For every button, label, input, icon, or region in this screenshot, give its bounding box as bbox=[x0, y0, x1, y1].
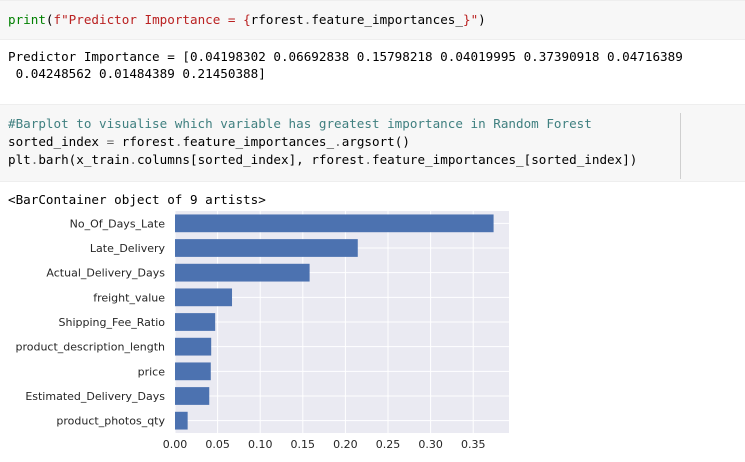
y-tick-label: Shipping_Fee_Ratio bbox=[59, 316, 166, 329]
code-token: . bbox=[303, 12, 312, 27]
code-token: columns[sorted_index], rforest bbox=[136, 152, 365, 167]
bar-product_description_length bbox=[175, 337, 212, 356]
x-tick-label: 0.10 bbox=[248, 438, 273, 451]
code-line: sorted_index = rforest.feature_importanc… bbox=[8, 133, 410, 151]
code-token: rforest bbox=[114, 134, 175, 149]
code-token: print bbox=[8, 12, 46, 27]
y-tick-label: Estimated_Delivery_Days bbox=[25, 390, 165, 403]
cell-1-output-line-1: Predictor Importance = [0.04198302 0.066… bbox=[8, 49, 683, 64]
code-token: . bbox=[129, 152, 137, 167]
x-tick-label: 0.05 bbox=[205, 438, 230, 451]
code-token: feature_importances_[sorted_index]) bbox=[372, 152, 638, 167]
bar-Late_Delivery bbox=[175, 239, 358, 257]
bar-Shipping_Fee_Ratio bbox=[175, 313, 216, 331]
y-tick-label: Late_Delivery bbox=[90, 242, 166, 255]
feature-importance-bar-chart: 0.00 0.05 0.10 0.15 0.20 0.25 0.30 0.35 product_… bbox=[15, 211, 509, 451]
bar-freight_value bbox=[175, 288, 233, 307]
y-tick-label: product_description_length bbox=[15, 341, 165, 354]
cell-1-output-line-2: 0.04248562 0.01484389 0.21450388] bbox=[8, 66, 266, 81]
bar-Actual_Delivery_Days bbox=[175, 263, 310, 282]
code-token: rforest bbox=[250, 12, 304, 27]
code-cell-2-input[interactable]: #Barplot to visualise which variable has… bbox=[0, 104, 745, 182]
code-token: argsort() bbox=[341, 134, 410, 149]
x-tick-label: 0.15 bbox=[291, 438, 316, 451]
y-tick-label: Actual_Delivery_Days bbox=[46, 267, 165, 280]
code-token: ) bbox=[478, 12, 486, 27]
code-token: barh(x_train bbox=[38, 152, 130, 167]
code-token: . bbox=[334, 134, 342, 149]
code-token: . bbox=[174, 134, 183, 149]
code-line: print(f"Predictor Importance = {rforest.… bbox=[8, 11, 486, 29]
cell-2-output-text: <BarContainer object of 9 artists> bbox=[8, 192, 266, 207]
x-tick-label: 0.20 bbox=[333, 438, 358, 451]
code-cell-1-input[interactable]: print(f"Predictor Importance = {rforest.… bbox=[0, 0, 745, 40]
x-tick-label: 0.30 bbox=[418, 438, 443, 451]
y-tick-label: product_photos_qty bbox=[56, 415, 165, 428]
code-line: plt.barh(x_train.columns[sorted_index], … bbox=[8, 151, 637, 169]
bar-Estimated_Delivery_Days bbox=[175, 387, 210, 405]
x-tick-label: 0.35 bbox=[461, 438, 486, 451]
code-token: sorted_index bbox=[8, 134, 107, 149]
code-token: plt bbox=[8, 152, 31, 167]
y-tick-label: freight_value bbox=[93, 291, 165, 304]
bar-No_Of_Days_Late bbox=[175, 214, 494, 233]
code-token: feature_importances_ bbox=[182, 134, 335, 149]
code-token: f"Predictor Importance = { bbox=[53, 12, 251, 27]
bar-product_photos_qty bbox=[175, 411, 188, 430]
code-token: ( bbox=[45, 12, 54, 27]
x-tick-label: 0.00 bbox=[163, 438, 188, 451]
x-tick-label: 0.25 bbox=[376, 438, 401, 451]
cell-scroll-divider bbox=[680, 113, 681, 179]
code-token: }" bbox=[462, 12, 479, 27]
y-tick-label: price bbox=[138, 365, 166, 378]
bar-price bbox=[175, 362, 211, 381]
code-comment-line: #Barplot to visualise which variable has… bbox=[8, 115, 592, 133]
code-token: . bbox=[30, 152, 39, 167]
code-token: = bbox=[106, 134, 115, 149]
y-tick-label: No_Of_Days_Late bbox=[70, 217, 166, 230]
code-token: feature_importances_ bbox=[311, 12, 463, 27]
code-token: . bbox=[364, 152, 372, 167]
code-token: #Barplot to visualise which variable has… bbox=[8, 116, 592, 131]
